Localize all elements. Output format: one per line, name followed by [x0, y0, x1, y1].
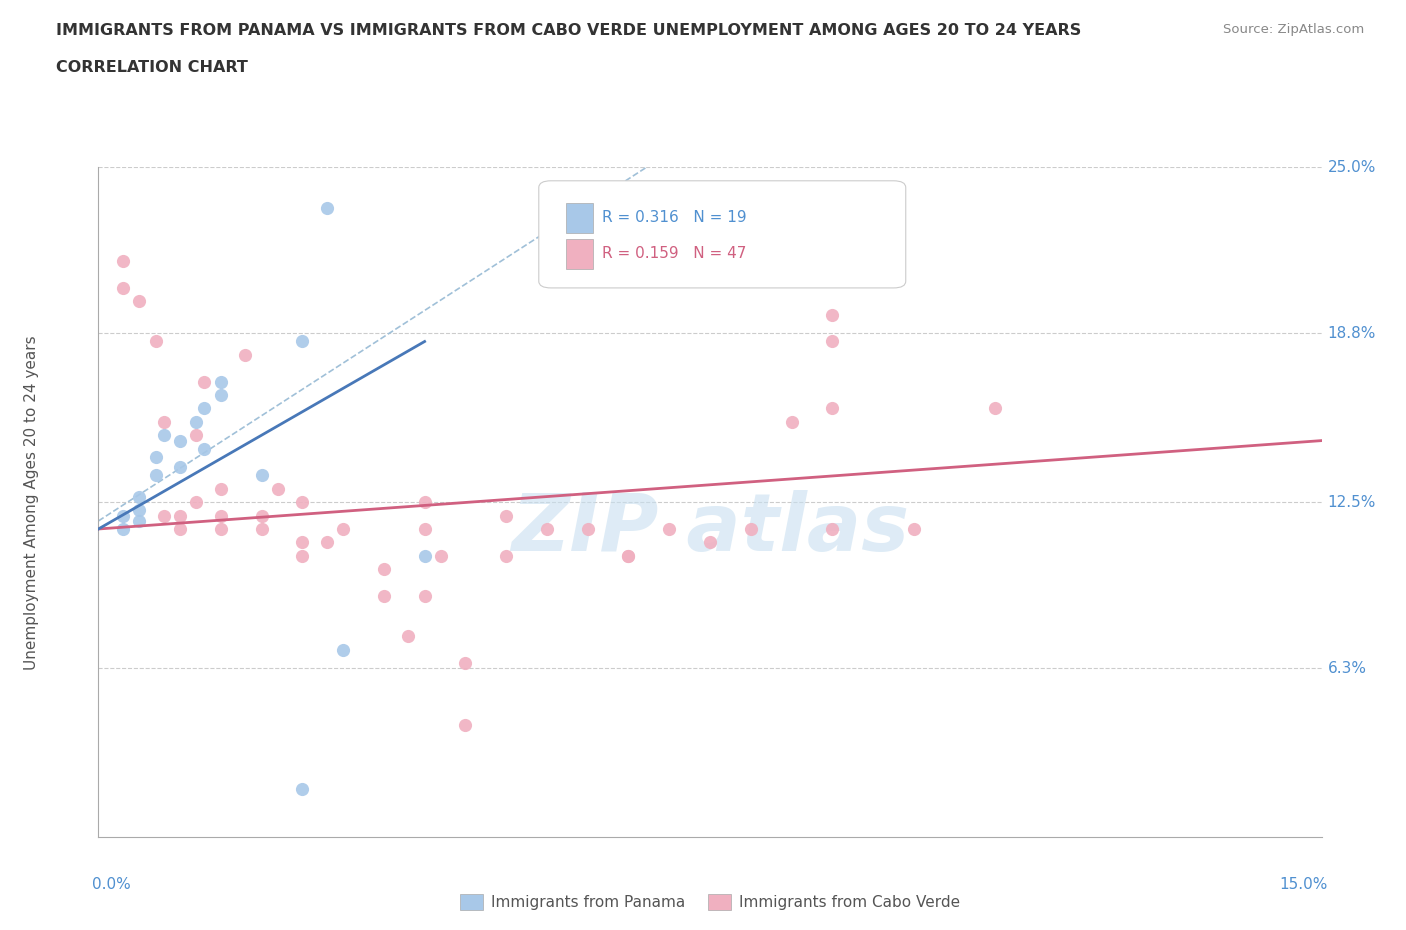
Point	[111, 522, 134, 537]
Text: IMMIGRANTS FROM PANAMA VS IMMIGRANTS FROM CABO VERDE UNEMPLOYMENT AMONG AGES 20 : IMMIGRANTS FROM PANAMA VS IMMIGRANTS FRO…	[56, 23, 1081, 38]
Text: 25.0%: 25.0%	[1327, 160, 1376, 175]
Point	[332, 522, 354, 537]
Point	[128, 513, 150, 528]
Point	[396, 629, 419, 644]
Point	[169, 460, 191, 475]
Point	[454, 656, 477, 671]
Point	[617, 549, 640, 564]
Point	[128, 489, 150, 504]
Point	[152, 428, 174, 443]
Point	[291, 495, 314, 510]
Text: Source: ZipAtlas.com: Source: ZipAtlas.com	[1223, 23, 1364, 36]
Point	[193, 401, 215, 416]
Legend: Immigrants from Panama, Immigrants from Cabo Verde: Immigrants from Panama, Immigrants from …	[454, 888, 966, 916]
Point	[250, 522, 273, 537]
Point	[413, 522, 436, 537]
FancyBboxPatch shape	[538, 180, 905, 288]
Point	[111, 281, 134, 296]
Point	[209, 482, 232, 497]
Text: Unemployment Among Ages 20 to 24 years: Unemployment Among Ages 20 to 24 years	[24, 335, 38, 670]
Text: R = 0.316   N = 19: R = 0.316 N = 19	[602, 210, 747, 225]
Point	[821, 307, 844, 322]
Point	[576, 522, 599, 537]
Point	[291, 781, 314, 796]
Text: 6.3%: 6.3%	[1327, 660, 1367, 676]
Point	[536, 522, 558, 537]
Point	[413, 495, 436, 510]
Point	[250, 508, 273, 523]
Point	[169, 522, 191, 537]
Point	[984, 401, 1007, 416]
Point	[111, 254, 134, 269]
Point	[209, 374, 232, 389]
Point	[413, 589, 436, 604]
Point	[291, 334, 314, 349]
Point	[495, 508, 517, 523]
Text: 12.5%: 12.5%	[1327, 495, 1376, 510]
Point	[145, 468, 167, 483]
Point	[152, 508, 174, 523]
Point	[193, 374, 215, 389]
Point	[145, 449, 167, 464]
Point	[169, 433, 191, 448]
Point	[740, 522, 762, 537]
Point	[193, 441, 215, 456]
Point	[821, 522, 844, 537]
Point	[315, 200, 337, 215]
Point	[291, 535, 314, 550]
Point	[617, 549, 640, 564]
Point	[413, 549, 436, 564]
Point	[315, 535, 337, 550]
FancyBboxPatch shape	[565, 203, 592, 233]
Point	[373, 589, 395, 604]
Point	[186, 495, 208, 510]
FancyBboxPatch shape	[565, 239, 592, 269]
Text: ZIP atlas: ZIP atlas	[510, 490, 910, 568]
Point	[291, 549, 314, 564]
Point	[495, 549, 517, 564]
Point	[250, 468, 273, 483]
Point	[128, 294, 150, 309]
Point	[454, 717, 477, 732]
Point	[430, 549, 453, 564]
Text: CORRELATION CHART: CORRELATION CHART	[56, 60, 247, 75]
Point	[186, 428, 208, 443]
Point	[145, 334, 167, 349]
Point	[821, 401, 844, 416]
Point	[658, 522, 681, 537]
Point	[186, 415, 208, 430]
Point	[152, 415, 174, 430]
Text: R = 0.159   N = 47: R = 0.159 N = 47	[602, 246, 747, 261]
Point	[373, 562, 395, 577]
Text: 0.0%: 0.0%	[93, 877, 131, 892]
Point	[903, 522, 925, 537]
Point	[111, 508, 134, 523]
Text: 18.8%: 18.8%	[1327, 326, 1376, 341]
Point	[209, 388, 232, 403]
Point	[169, 508, 191, 523]
Point	[699, 535, 721, 550]
Point	[821, 334, 844, 349]
Point	[128, 503, 150, 518]
Point	[332, 642, 354, 657]
Point	[267, 482, 290, 497]
Point	[209, 522, 232, 537]
Point	[233, 348, 256, 363]
Point	[209, 508, 232, 523]
Text: 15.0%: 15.0%	[1279, 877, 1327, 892]
Point	[780, 415, 803, 430]
